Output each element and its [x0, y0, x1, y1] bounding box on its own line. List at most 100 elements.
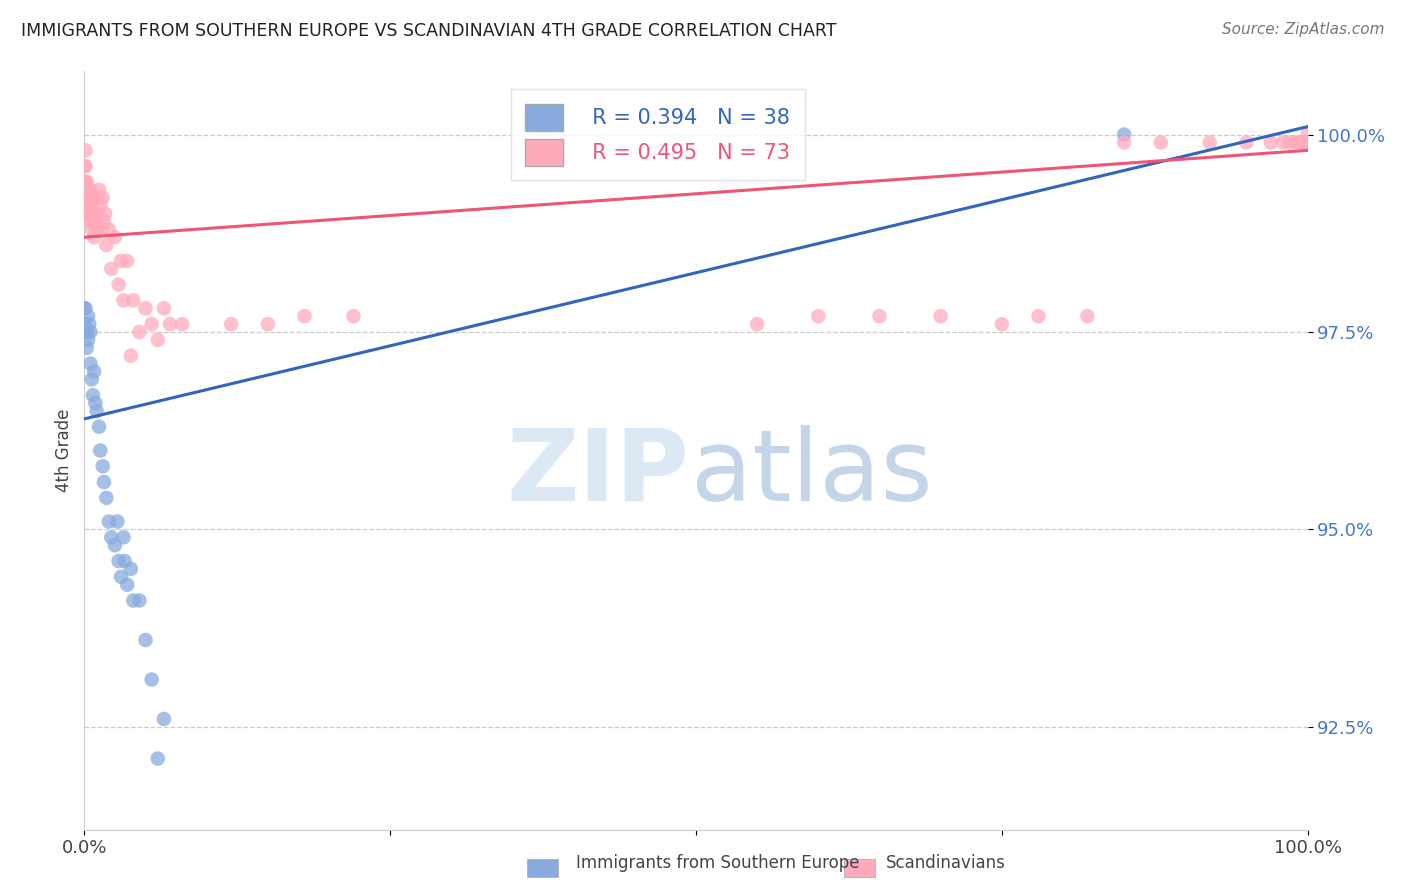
Point: [1114, 136, 1136, 150]
Text: ZIP: ZIP: [506, 425, 689, 522]
Point: [77, 183, 100, 197]
Legend:   R = 0.394   N = 38,   R = 0.495   N = 73: R = 0.394 N = 38, R = 0.495 N = 73: [510, 89, 806, 180]
Point: [100, 261, 122, 276]
Point: [114, 554, 136, 568]
Point: [93, 475, 115, 489]
Point: [76, 325, 98, 339]
Point: [73, 159, 96, 173]
Point: [75, 301, 97, 316]
Text: IMMIGRANTS FROM SOUTHERN EUROPE VS SCANDINAVIAN 4TH GRADE CORRELATION CHART: IMMIGRANTS FROM SOUTHERN EUROPE VS SCAND…: [21, 22, 837, 40]
Y-axis label: 4th Grade: 4th Grade: [55, 409, 73, 492]
Point: [747, 317, 769, 331]
Point: [91, 459, 114, 474]
Point: [84, 396, 107, 410]
Text: Immigrants from Southern Europe: Immigrants from Southern Europe: [576, 855, 860, 872]
Point: [172, 317, 194, 331]
Point: [115, 578, 138, 592]
Point: [1288, 136, 1310, 150]
Point: [77, 333, 100, 347]
Point: [110, 254, 132, 268]
Point: [76, 341, 98, 355]
Point: [107, 554, 129, 568]
Point: [1076, 309, 1098, 323]
Point: [120, 349, 142, 363]
Point: [80, 222, 103, 236]
Point: [128, 325, 150, 339]
Text: atlas: atlas: [692, 425, 934, 522]
Point: [96, 238, 118, 252]
Point: [96, 491, 118, 505]
Point: [257, 317, 280, 331]
Point: [342, 309, 364, 323]
Point: [82, 191, 104, 205]
Point: [104, 538, 127, 552]
Point: [97, 515, 120, 529]
Point: [1292, 136, 1315, 150]
Point: [73, 301, 96, 316]
Point: [75, 175, 97, 189]
Point: [79, 183, 101, 197]
Text: Scandinavians: Scandinavians: [886, 855, 1005, 872]
Point: [112, 293, 135, 308]
Point: [75, 159, 97, 173]
Point: [105, 515, 128, 529]
Point: [128, 593, 150, 607]
Point: [122, 293, 145, 308]
Point: [79, 325, 101, 339]
Point: [1284, 136, 1306, 150]
Point: [141, 317, 163, 331]
Point: [153, 301, 176, 316]
Point: [929, 309, 952, 323]
Point: [110, 570, 132, 584]
Point: [87, 419, 110, 434]
Point: [77, 317, 100, 331]
Point: [82, 214, 104, 228]
Point: [86, 191, 108, 205]
Point: [112, 530, 135, 544]
Point: [1028, 309, 1050, 323]
Point: [73, 175, 96, 189]
Point: [83, 364, 105, 378]
Point: [135, 633, 157, 648]
Point: [93, 214, 115, 228]
Point: [77, 199, 100, 213]
Point: [79, 199, 101, 213]
Point: [1272, 136, 1295, 150]
Point: [104, 230, 127, 244]
Point: [97, 222, 120, 236]
Point: [87, 206, 110, 220]
Point: [135, 301, 157, 316]
Point: [73, 206, 96, 220]
Point: [89, 443, 111, 458]
Point: [83, 206, 105, 220]
Point: [153, 712, 176, 726]
Point: [159, 317, 181, 331]
Point: [90, 222, 112, 236]
Point: [82, 388, 104, 402]
Point: [76, 175, 98, 189]
Point: [807, 309, 830, 323]
Point: [991, 317, 1014, 331]
Point: [75, 144, 97, 158]
Point: [120, 562, 142, 576]
Point: [146, 751, 169, 765]
Point: [77, 214, 100, 228]
Point: [79, 357, 101, 371]
Point: [77, 191, 100, 205]
Point: [1294, 136, 1316, 150]
Point: [73, 317, 96, 331]
Point: [86, 222, 108, 236]
Point: [122, 593, 145, 607]
Point: [76, 206, 98, 220]
Point: [86, 404, 108, 418]
Point: [91, 191, 114, 205]
Point: [83, 230, 105, 244]
Point: [1236, 136, 1258, 150]
Point: [94, 206, 117, 220]
Point: [75, 191, 97, 205]
Point: [146, 333, 169, 347]
Point: [1114, 128, 1136, 142]
Point: [115, 254, 138, 268]
Point: [80, 206, 103, 220]
Point: [869, 309, 891, 323]
